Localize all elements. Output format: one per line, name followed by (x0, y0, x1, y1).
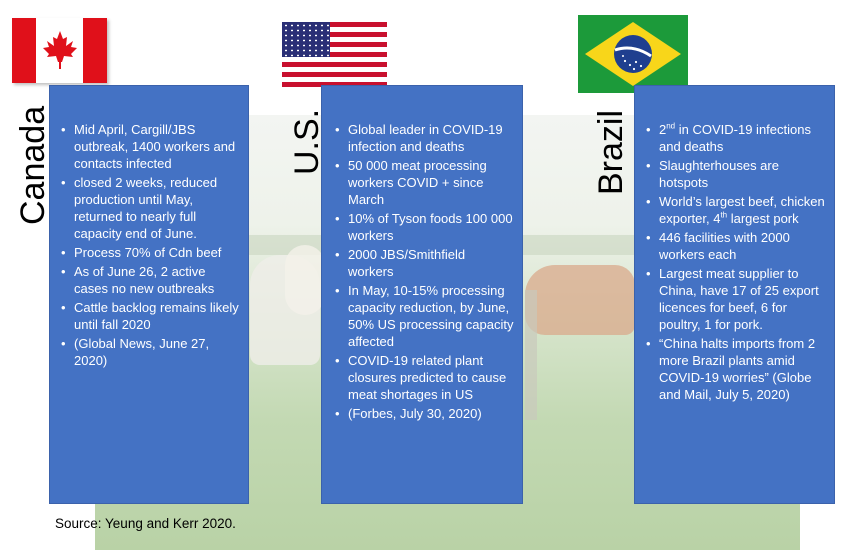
list-item: In May, 10-15% processing capacity reduc… (334, 282, 514, 350)
canada-bullet-list: Mid April, Cargill/JBS outbreak, 1400 wo… (60, 121, 240, 369)
bullet-text: in COVID-19 infections and deaths (659, 122, 811, 154)
canada-flag-icon (12, 18, 107, 83)
list-item: Mid April, Cargill/JBS outbreak, 1400 wo… (60, 121, 240, 172)
canada-flag-left-band (12, 18, 36, 83)
source-caption: Source: Yeung and Kerr 2020. (55, 516, 236, 531)
list-item: 50 000 meat processing workers COVID + s… (334, 157, 514, 208)
canada-info-panel: Mid April, Cargill/JBS outbreak, 1400 wo… (49, 85, 249, 504)
photo-white-cow-head (285, 245, 325, 315)
list-item: Slaughterhouses are hotspots (645, 157, 828, 191)
list-item: Cattle backlog remains likely until fall… (60, 299, 240, 333)
bullet-text: largest pork (727, 211, 799, 226)
ordinal-suffix: th (720, 210, 728, 220)
list-item: 2nd in COVID-19 infections and deaths (645, 121, 828, 155)
maple-leaf-icon (43, 31, 77, 69)
brazil-flag-icon (578, 15, 688, 93)
brazil-info-panel: 2nd in COVID-19 infections and deaths Sl… (634, 85, 835, 504)
us-flag-icon (282, 22, 387, 87)
list-item: 2000 JBS/Smithfield workers (334, 246, 514, 280)
list-item: 446 facilities with 2000 workers each (645, 229, 828, 263)
photo-fence-post (525, 290, 537, 420)
list-item: Largest meat supplier to China, have 17 … (645, 265, 828, 333)
list-item: 10% of Tyson foods 100 000 workers (334, 210, 514, 244)
us-bullet-list: Global leader in COVID-19 infection and … (334, 121, 514, 422)
list-item: World’s largest beef, chicken exporter, … (645, 193, 828, 227)
list-item: “China halts imports from 2 more Brazil … (645, 335, 828, 403)
bullet-text: 2 (659, 122, 667, 137)
list-item: COVID-19 related plant closures predicte… (334, 352, 514, 403)
bullet-text: World’s largest beef, chicken exporter, … (659, 194, 825, 226)
us-flag-stars (282, 22, 330, 57)
canada-flag-right-band (83, 18, 107, 83)
list-item: closed 2 weeks, reduced production until… (60, 174, 240, 242)
country-label-canada: Canada (14, 105, 52, 225)
list-item: (Global News, June 27, 2020) (60, 335, 240, 369)
photo-brown-cow (525, 265, 635, 335)
brazil-flag-graphic (585, 22, 681, 86)
country-label-brazil: Brazil (592, 109, 630, 195)
list-item: (Forbes, July 30, 2020) (334, 405, 514, 422)
list-item: As of June 26, 2 active cases no new out… (60, 263, 240, 297)
list-item: Global leader in COVID-19 infection and … (334, 121, 514, 155)
list-item: Process 70% of Cdn beef (60, 244, 240, 261)
ordinal-suffix: nd (666, 121, 676, 131)
brazil-bullet-list: 2nd in COVID-19 infections and deaths Sl… (645, 121, 828, 403)
us-info-panel: Global leader in COVID-19 infection and … (321, 85, 523, 504)
